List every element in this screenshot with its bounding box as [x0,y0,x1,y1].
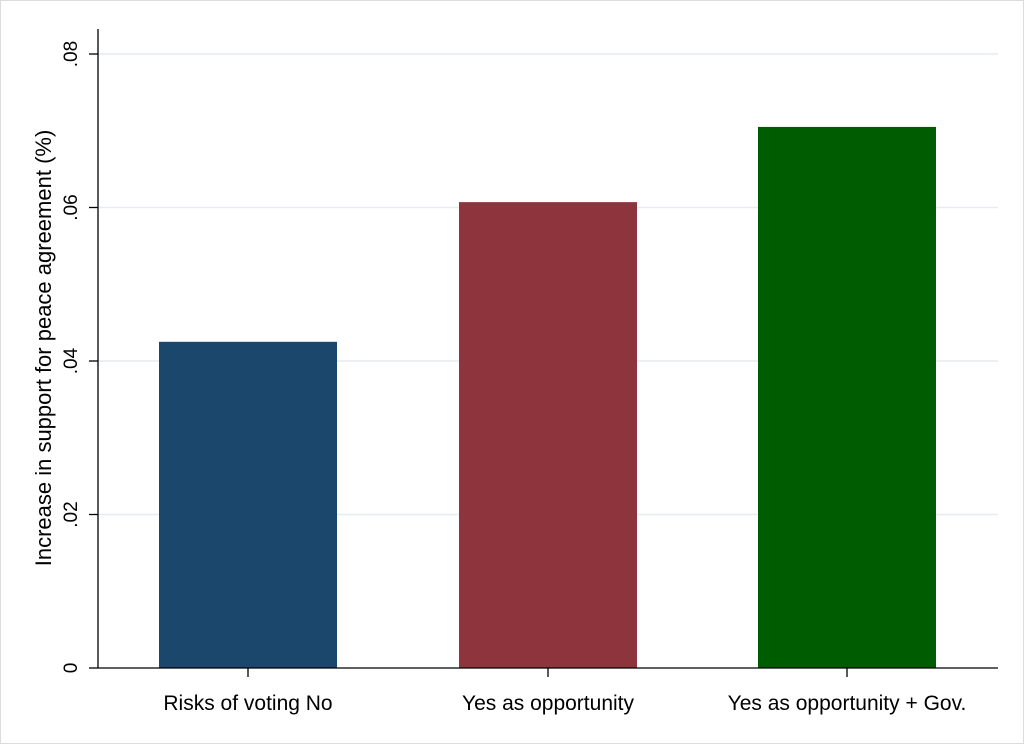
y-axis-title: Increase in support for peace agreement … [31,130,56,567]
y-tick-label: .02 [61,501,82,527]
y-tick-label: 0 [61,663,82,674]
y-ticks: 0 .02 .04 .06 .08 [61,41,98,674]
x-tick-label: Risks of voting No [163,692,332,715]
bar [159,341,337,668]
x-ticks: Risks of voting No Yes as opportunity Yes … [163,668,966,715]
y-tick-label: .04 [61,347,82,374]
bar [459,202,637,668]
bar [758,126,936,669]
y-tick-label: .08 [61,41,82,67]
y-tick-label: .06 [61,194,82,220]
bars [159,126,936,669]
x-tick-label: Yes as opportunity + Gov. [728,692,967,715]
x-tick-label: Yes as opportunity [462,692,635,715]
